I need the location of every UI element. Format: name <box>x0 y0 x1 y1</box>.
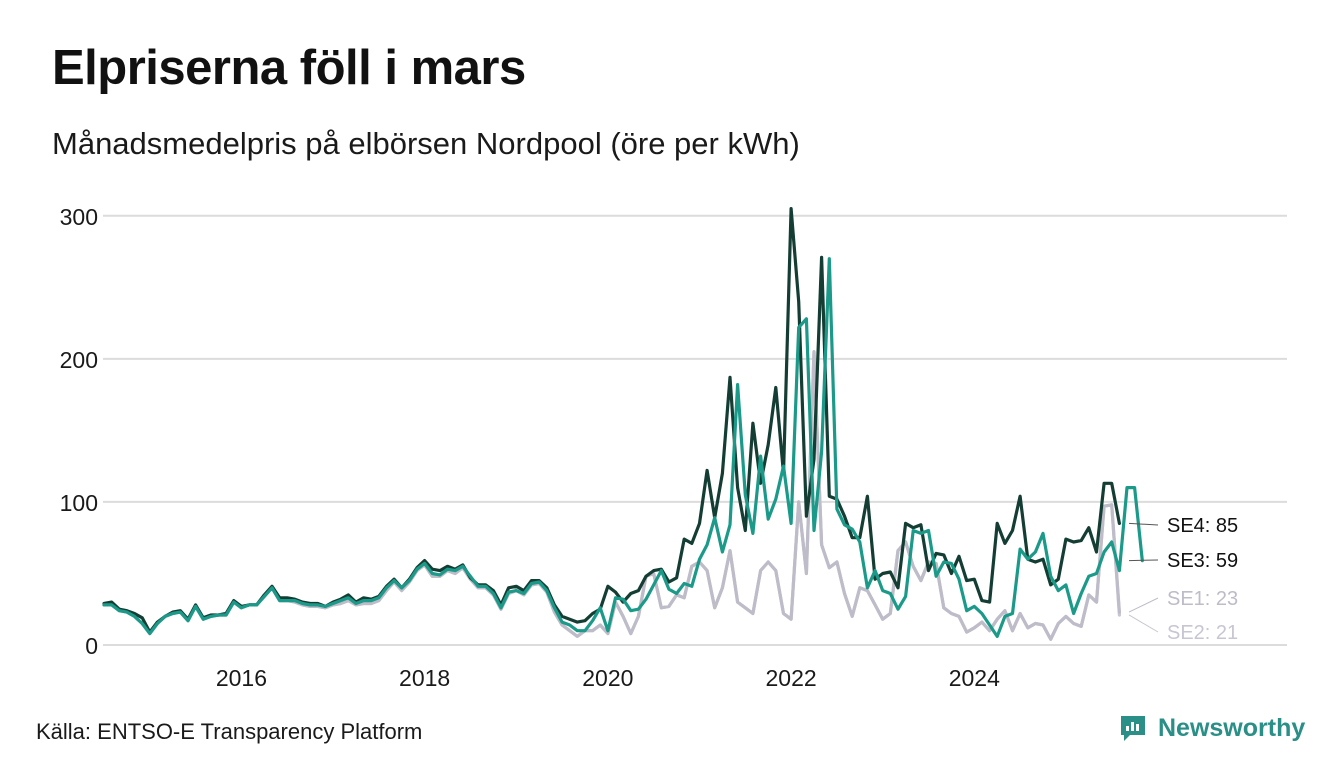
x-tick-label: 2020 <box>582 665 633 691</box>
newsworthy-icon <box>1121 716 1145 741</box>
y-axis-ticks: 0 100 200 300 <box>60 204 98 659</box>
end-label-se3: SE3: 59 <box>1167 550 1238 572</box>
source-note: Källa: ENTSO-E Transparency Platform <box>36 719 423 744</box>
x-tick-label: 2022 <box>766 665 817 691</box>
y-tick-label: 100 <box>60 490 98 516</box>
series-lines <box>102 207 1144 641</box>
end-label-se2: SE2: 21 <box>1167 622 1238 644</box>
leader-line-se4 <box>1128 522 1159 526</box>
brand-name: Newsworthy <box>1158 713 1306 742</box>
gridlines <box>103 214 1287 646</box>
x-tick-label: 2016 <box>216 665 267 691</box>
end-labels: SE4: 85 SE3: 59 SE1: 23 SE2: 21 <box>1128 515 1238 644</box>
end-label-se1: SE1: 23 <box>1167 588 1238 610</box>
series-line-se2 <box>102 350 1122 641</box>
leader-line-se1 <box>1128 597 1159 613</box>
series-line-se4 <box>102 207 1122 634</box>
leader-line-se2 <box>1128 614 1159 633</box>
x-tick-label: 2024 <box>949 665 1000 691</box>
x-axis-ticks: 2016 2018 2020 2022 2024 <box>216 665 1000 691</box>
x-tick-label: 2018 <box>399 665 450 691</box>
series-line-se1 <box>102 350 1122 641</box>
y-tick-label: 0 <box>85 633 98 659</box>
end-label-se4: SE4: 85 <box>1167 515 1238 537</box>
chart-title: Elpriserna föll i mars <box>52 41 526 95</box>
y-tick-label: 300 <box>60 204 98 230</box>
series-line-se3 <box>102 257 1144 639</box>
chart-subtitle: Månadsmedelpris på elbörsen Nordpool (ör… <box>52 126 800 161</box>
brand-logo: Newsworthy <box>1118 713 1305 743</box>
y-tick-label: 200 <box>60 347 98 373</box>
leader-line-se3 <box>1128 559 1159 562</box>
